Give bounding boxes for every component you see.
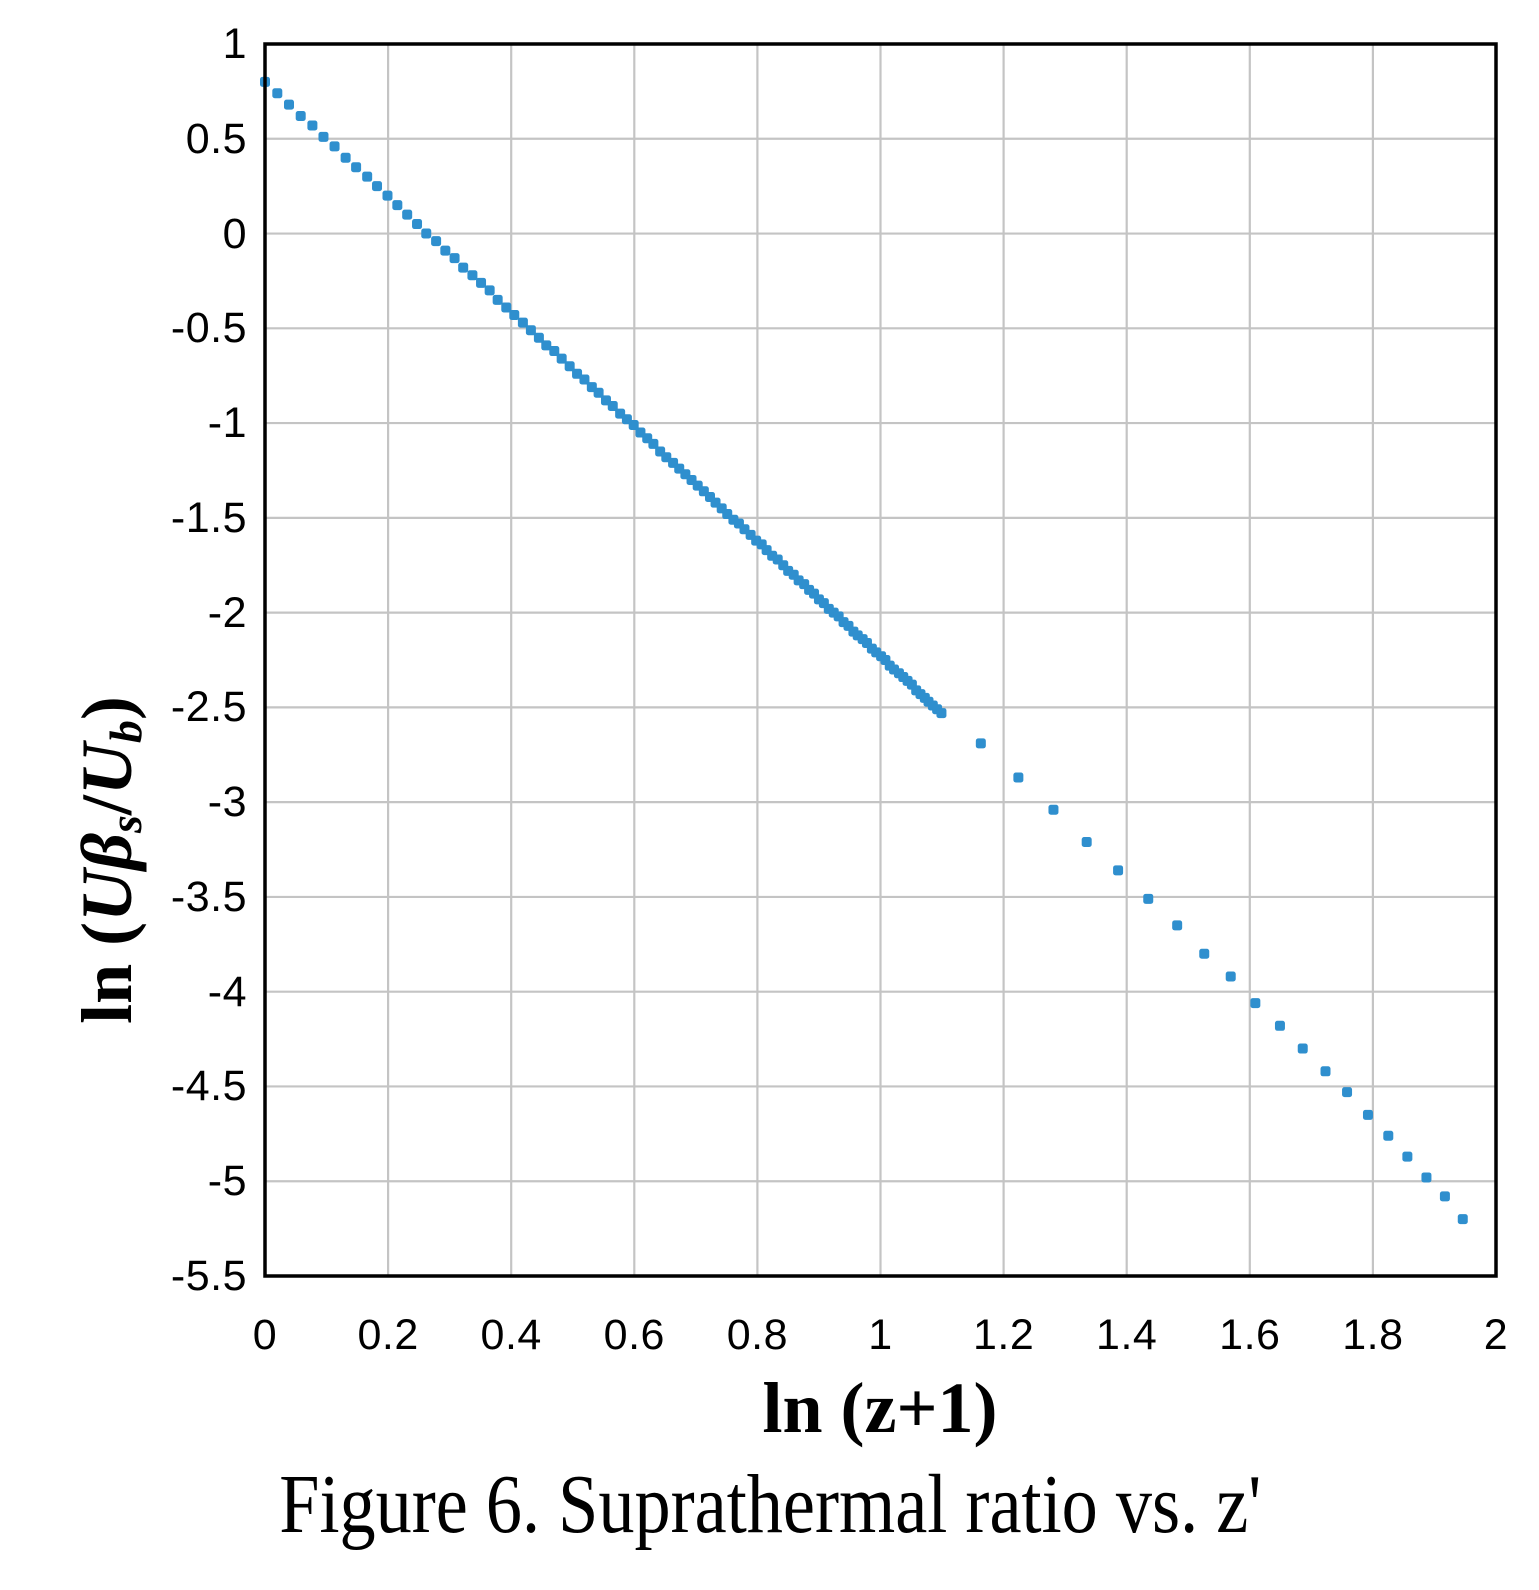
data-point [517,317,528,328]
data-point [628,419,639,430]
data-point [284,99,295,110]
data-point [564,361,575,372]
data-point [351,162,362,173]
data-point [318,131,329,142]
data-point [1081,836,1092,847]
data-point [1113,865,1124,876]
y-tick-label: -4.5 [170,1062,247,1111]
x-axis-title: ln (z+1) [762,1368,998,1448]
x-tick-label: 0.8 [726,1311,789,1359]
data-point [392,200,403,211]
data-point [975,738,986,749]
x-tick-label: 1.2 [972,1311,1035,1359]
data-point [431,236,442,247]
data-point [272,88,283,99]
x-tick-label: 0.2 [357,1311,419,1359]
data-point [421,228,432,239]
y-title-beta: β [67,833,147,870]
data-point [556,353,567,364]
data-point [607,401,618,412]
data-point [340,152,351,163]
x-tick-label: 1.8 [1342,1311,1404,1359]
data-point [541,340,552,351]
data-point [1383,1130,1394,1141]
data-point [1421,1172,1432,1183]
y-tick-label: -2.5 [170,683,247,732]
x-tick-label: 1.6 [1219,1311,1281,1359]
data-point [1274,1020,1285,1031]
y-tick-label: 0 [222,209,247,258]
data-point [382,190,393,201]
y-tick-label: -5 [207,1157,247,1206]
data-point [1199,948,1210,959]
data-point [1362,1109,1373,1120]
y-tick-label: -3.5 [170,872,247,921]
y-axis-title: ln (Uβs/Ub) [62,600,152,1120]
data-point [936,708,947,719]
x-tick-label: 0.4 [480,1311,542,1359]
data-point [1143,893,1154,904]
data-point [362,171,373,182]
data-point [440,245,451,256]
data-point [484,285,495,296]
data-point [458,262,469,273]
data-point [1320,1066,1331,1077]
data-point [467,270,478,281]
y-title-sub-b: b [100,720,151,744]
y-tick-label: -4 [207,967,247,1016]
x-tick-label: 0.6 [603,1311,665,1359]
y-title-u2: U [67,743,147,796]
data-point [1250,998,1261,1009]
data-point [372,181,383,192]
data-point [1439,1191,1450,1202]
y-tick-label: -1 [207,399,247,448]
data-point [1457,1214,1468,1225]
data-markers [260,76,1468,1225]
data-point [501,302,512,313]
x-tick-label: 0 [252,1311,278,1359]
x-tick-label: 1.4 [1096,1311,1158,1359]
y-title-prefix: ln ( [67,921,147,1024]
data-point [1297,1043,1308,1054]
data-point [648,438,659,449]
data-point [549,346,560,357]
data-point [307,120,318,131]
data-point [1402,1151,1413,1162]
data-point [402,209,413,220]
data-point [492,294,503,305]
y-title-slash: / [67,795,147,816]
data-point [1172,920,1183,931]
data-point [1225,971,1236,982]
x-tick-label: 1 [868,1311,893,1359]
x-tick-label: 2 [1483,1311,1509,1359]
data-point [329,141,340,152]
y-tick-label: -2 [207,588,247,637]
data-point [476,277,487,288]
y-tick-label: -1.5 [170,493,247,542]
data-point [295,111,306,122]
y-title-suffix: ) [67,696,147,721]
y-title-sub-s: s [100,815,151,833]
y-tick-label: -3 [207,778,247,827]
data-point [593,387,604,398]
data-point [579,374,590,385]
data-point [525,325,536,336]
data-point [1013,772,1024,783]
data-point [509,310,520,321]
data-point [1048,804,1059,815]
data-point [449,253,460,264]
data-point [533,332,544,343]
data-point [1342,1087,1353,1098]
y-tick-label: -5.5 [170,1252,247,1300]
y-title-u: U [67,869,147,922]
y-tick-label: -0.5 [170,304,247,353]
data-point [412,219,423,230]
y-tick-label: 0.5 [185,114,247,163]
figure-caption: Figure 6. Suprathermal ratio vs. z' [279,1458,1262,1551]
y-tick-label: 1 [222,20,247,68]
plot-frame [263,42,1498,1278]
